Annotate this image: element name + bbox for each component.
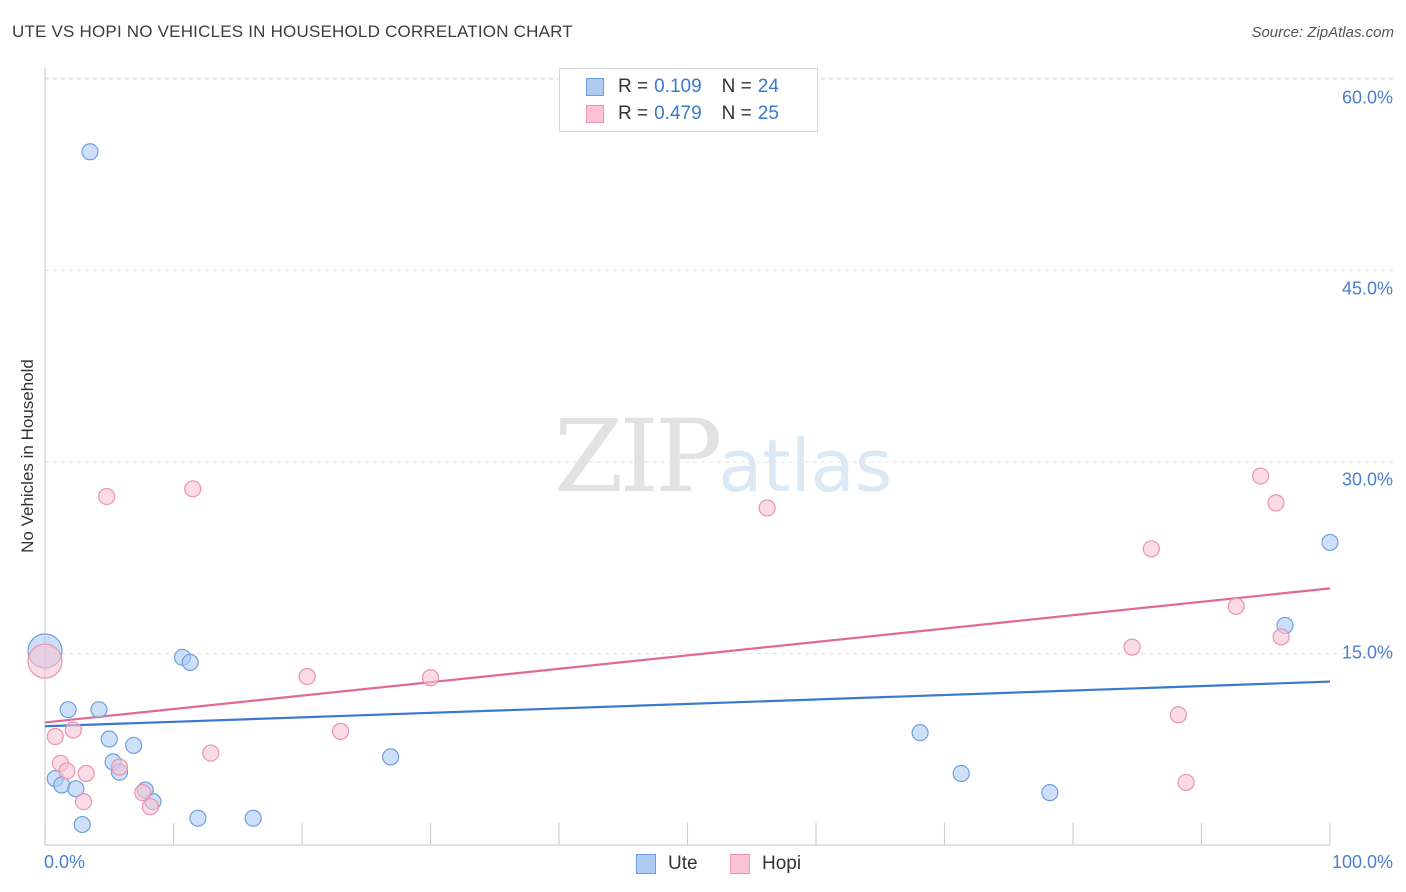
hopi-point-24 xyxy=(1272,628,1290,646)
hopi-point-9 xyxy=(134,784,152,802)
y-tick-label-30: 30.0% xyxy=(1341,469,1393,490)
hopi-point-11 xyxy=(184,480,202,498)
hopi-point-0 xyxy=(27,643,63,679)
hopi-point-20 xyxy=(1177,773,1195,792)
bottom-legend-hopi[interactable]: Hopi xyxy=(730,853,801,875)
hopi-point-8 xyxy=(110,758,129,776)
hopi-point-1 xyxy=(46,727,64,746)
ute-point-4 xyxy=(67,780,85,798)
ute-point-5 xyxy=(73,815,91,834)
hopi-point-16 xyxy=(758,499,776,517)
hopi-point-18 xyxy=(1142,540,1160,558)
hopi-point-13 xyxy=(298,667,316,686)
hopi-r-label: R = xyxy=(618,103,649,124)
ute-r-label: R = xyxy=(618,76,649,97)
hopi-legend-swatch-icon xyxy=(730,854,750,874)
y-axis-label: No Vehicles in Household xyxy=(18,359,37,553)
hopi-legend-label: Hopi xyxy=(762,853,802,874)
stats-legend: R = 0.109 N = 24 R = 0.479 N = 25 xyxy=(559,68,818,132)
ute-legend-swatch-icon xyxy=(636,854,656,874)
ute-swatch-icon xyxy=(586,78,604,96)
hopi-n-value: 25 xyxy=(757,103,779,124)
ute-point-7 xyxy=(90,701,108,719)
y-tick-label-45: 45.0% xyxy=(1341,278,1393,299)
hopi-point-12 xyxy=(202,744,220,762)
hopi-swatch-icon xyxy=(586,105,604,123)
y-tick-label-60: 60.0% xyxy=(1341,87,1393,108)
hopi-r-value: 0.479 xyxy=(654,103,702,124)
ute-point-6 xyxy=(81,143,99,161)
ute-legend-label: Ute xyxy=(668,853,698,874)
legend-row-ute: R = 0.109 N = 24 xyxy=(586,76,779,98)
ute-n-label: N = xyxy=(721,76,752,97)
ute-point-8 xyxy=(100,730,118,748)
ute-trend-line xyxy=(44,680,1331,728)
ute-point-21 xyxy=(1041,784,1059,802)
ute-point-15 xyxy=(181,653,199,672)
chart-title: UTE VS HOPI NO VEHICLES IN HOUSEHOLD COR… xyxy=(12,22,573,41)
ute-point-17 xyxy=(244,809,262,827)
ute-point-20 xyxy=(952,764,970,783)
hopi-point-10 xyxy=(141,798,159,816)
hopi-point-23 xyxy=(1267,494,1285,512)
hopi-point-22 xyxy=(1252,467,1270,485)
watermark: ZIPatlas xyxy=(554,398,892,515)
watermark-atlas: atlas xyxy=(718,424,893,508)
hopi-point-15 xyxy=(421,669,440,687)
ute-point-16 xyxy=(189,809,207,827)
hopi-point-14 xyxy=(331,722,350,740)
ute-point-11 xyxy=(125,736,143,755)
ute-point-3 xyxy=(59,701,77,719)
hopi-point-6 xyxy=(77,764,95,783)
watermark-zip: ZIP xyxy=(554,398,722,515)
hopi-point-19 xyxy=(1169,706,1187,724)
ute-n-value: 24 xyxy=(757,76,779,97)
hopi-point-21 xyxy=(1227,597,1245,615)
ute-r-value: 0.109 xyxy=(654,76,702,97)
legend-row-hopi: R = 0.479 N = 25 xyxy=(586,103,779,125)
hopi-trend-line xyxy=(44,587,1331,724)
x-tick-label-min: 0.0% xyxy=(44,852,86,872)
hopi-point-3 xyxy=(58,762,76,780)
hopi-point-7 xyxy=(98,487,116,506)
bottom-legend-ute[interactable]: Ute xyxy=(636,853,698,875)
ute-point-18 xyxy=(382,748,400,766)
ute-point-19 xyxy=(911,724,929,742)
hopi-point-17 xyxy=(1123,638,1141,656)
y-tick-label-15: 15.0% xyxy=(1341,642,1393,663)
hopi-point-5 xyxy=(74,792,93,811)
source-label: Source: ZipAtlas.com xyxy=(1251,24,1394,41)
hopi-point-4 xyxy=(64,721,82,739)
ute-point-23 xyxy=(1321,533,1339,552)
hopi-n-label: N = xyxy=(721,103,752,124)
x-tick-label-max: 100.0% xyxy=(1331,852,1393,872)
